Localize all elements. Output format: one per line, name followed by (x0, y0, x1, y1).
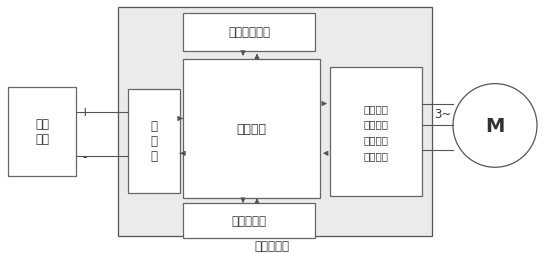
Text: 直流
电源: 直流 电源 (35, 118, 49, 146)
Text: 从
芯
片: 从 芯 片 (150, 119, 157, 162)
Text: 电压监控
电流监控
温度监控
速度监控: 电压监控 电流监控 温度监控 速度监控 (363, 104, 388, 160)
Bar (183, 203, 315, 238)
Text: +: + (80, 106, 90, 119)
Text: 3~: 3~ (434, 108, 451, 121)
Text: 电机控制器: 电机控制器 (255, 240, 289, 252)
Bar (330, 68, 422, 196)
Text: M: M (485, 117, 504, 135)
Circle shape (453, 84, 537, 168)
Text: 外部看门狗: 外部看门狗 (231, 214, 267, 227)
Bar (8, 87, 76, 177)
Bar (128, 89, 180, 193)
Bar (183, 59, 320, 198)
Bar (183, 14, 315, 52)
Text: 主控芯片: 主控芯片 (236, 122, 266, 135)
Text: -: - (83, 150, 87, 163)
Text: 供电电源监控: 供电电源监控 (228, 26, 270, 39)
Bar (118, 8, 432, 236)
